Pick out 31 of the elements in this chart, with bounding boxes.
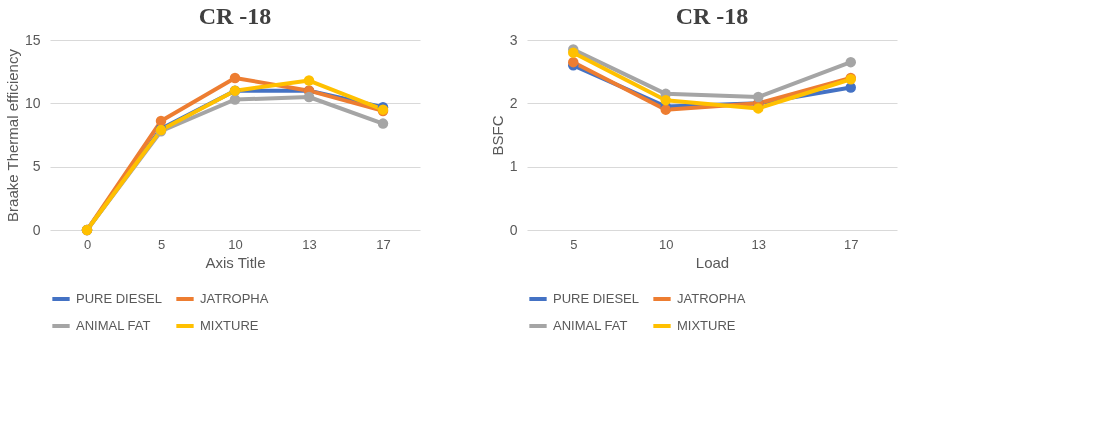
legend-label: JATROPHA: [677, 291, 746, 306]
x-axis-title: Axis Title: [205, 253, 266, 271]
x-tick-label: 5: [157, 236, 166, 252]
legend-label: JATROPHA: [200, 291, 269, 306]
x-tick-label: 13: [302, 236, 317, 252]
legend-label: ANIMAL FAT: [76, 318, 151, 333]
y-tick-label: 15: [24, 31, 41, 48]
legend-label: PURE DIESEL: [76, 291, 162, 306]
y-tick-label: 1: [509, 158, 518, 175]
legend-label: MIXTURE: [677, 318, 736, 333]
chart-title: CR -18: [198, 3, 272, 29]
x-tick-label: 13: [751, 236, 766, 252]
y-tick-label: 2: [509, 94, 518, 111]
y-tick-label: 10: [24, 94, 41, 111]
x-tick-label: 17: [376, 236, 391, 252]
legend-label: ANIMAL FAT: [553, 318, 628, 333]
y-tick-label: 5: [32, 158, 41, 175]
x-tick-label: 17: [844, 236, 859, 252]
x-tick-label: 5: [570, 236, 578, 252]
x-tick-label: 10: [228, 236, 243, 252]
x-tick-label: 10: [659, 236, 674, 252]
y-tick-label: 3: [509, 31, 518, 48]
y-axis-title: Braake Thermal efficiency: [3, 48, 21, 222]
legend-label: MIXTURE: [200, 318, 259, 333]
y-axis-title: BSFC: [488, 115, 506, 156]
chart-title: CR -18: [675, 3, 749, 29]
y-tick-label: 0: [509, 221, 518, 238]
x-axis-title: Load: [695, 253, 730, 271]
x-tick-label: 0: [83, 236, 92, 252]
legend-label: PURE DIESEL: [553, 291, 639, 306]
y-tick-label: 0: [32, 221, 41, 238]
